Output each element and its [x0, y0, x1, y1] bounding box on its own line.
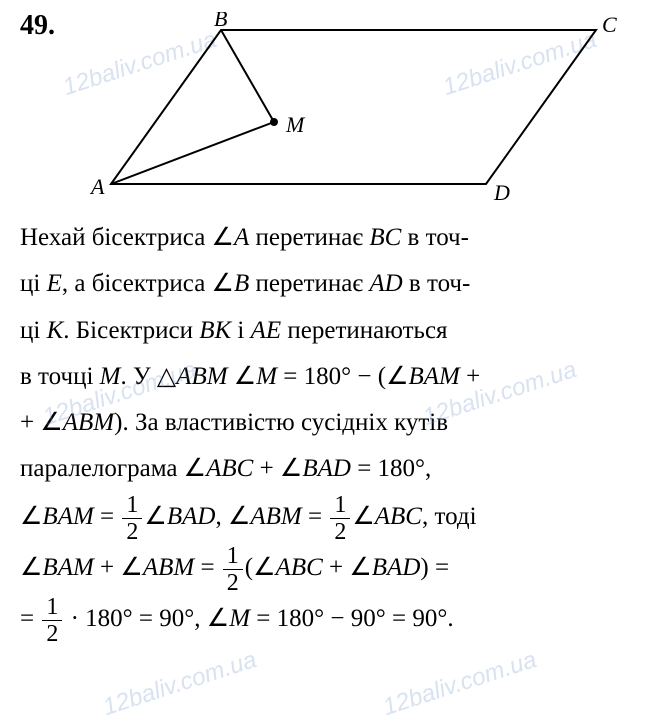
text: ∠: [352, 503, 374, 530]
svg-text:C: C: [602, 12, 617, 37]
math-var: BAM: [42, 503, 93, 530]
solution-text: Нехай бісектриса ∠A перетинає BC в точ- …: [20, 215, 647, 646]
text: =: [302, 503, 329, 530]
text: перетинає: [249, 224, 369, 251]
math-var: ABM: [143, 554, 194, 581]
text: ∠: [228, 363, 257, 390]
text: =: [194, 554, 221, 581]
text: перетинає: [249, 270, 369, 297]
svg-text:A: A: [89, 174, 105, 199]
text: = 180°,: [351, 455, 431, 482]
math-var: K: [47, 317, 64, 344]
text: + ∠: [253, 455, 302, 482]
text: в точ-: [403, 270, 471, 297]
math-var: E: [47, 270, 62, 297]
math-var: AE: [251, 317, 282, 344]
text: в точ-: [401, 224, 469, 251]
text: і: [231, 317, 250, 344]
math-var: M: [229, 605, 250, 632]
svg-text:M: M: [285, 112, 306, 137]
text: , а бісектриса ∠: [62, 270, 234, 297]
math-var: BAD: [167, 503, 216, 530]
text: перетинаються: [281, 317, 447, 344]
fraction: 12: [223, 544, 243, 595]
text: , ∠: [215, 503, 250, 530]
text: паралелограма ∠: [20, 455, 206, 482]
fraction: 12: [330, 493, 350, 544]
text: = 180° − (∠: [277, 363, 408, 390]
text: , тоді: [422, 503, 477, 530]
text: =: [20, 605, 40, 632]
math-var: M: [256, 363, 277, 390]
geometry-diagram: A B C D M: [65, 12, 647, 207]
math-var: ABC: [206, 455, 253, 482]
svg-text:B: B: [214, 12, 227, 31]
fraction: 12: [122, 493, 142, 544]
text: +: [460, 363, 480, 390]
text: ∠: [144, 503, 166, 530]
text: ці: [20, 270, 47, 297]
math-var: ABC: [375, 503, 422, 530]
math-var: ABM: [176, 363, 227, 390]
math-var: AD: [369, 270, 402, 297]
math-var: BC: [369, 224, 401, 251]
math-var: BAD: [302, 455, 351, 482]
text: (∠: [245, 554, 276, 581]
math-var: ABM: [250, 503, 301, 530]
svg-text:D: D: [493, 180, 510, 205]
math-var: B: [234, 270, 249, 297]
text: . Бісектриси: [63, 317, 199, 344]
text: + ∠: [20, 409, 63, 436]
fraction: 12: [42, 595, 62, 646]
math-var: BAD: [372, 554, 421, 581]
math-var: A: [234, 224, 249, 251]
text: ). За властивістю сусідніх кутів: [114, 409, 448, 436]
math-var: BAM: [408, 363, 459, 390]
problem-number: 49.: [20, 12, 55, 40]
math-var: M: [100, 363, 121, 390]
text: Нехай бісектриса ∠: [20, 224, 234, 251]
text: в точці: [20, 363, 100, 390]
text: ) =: [420, 554, 449, 581]
watermark: 12baliv.com.ua: [100, 646, 260, 722]
math-var: ABC: [276, 554, 323, 581]
math-var: BAM: [42, 554, 93, 581]
text: ∠: [20, 554, 42, 581]
text: ці: [20, 317, 47, 344]
text: + ∠: [94, 554, 143, 581]
watermark: 12baliv.com.ua: [380, 646, 540, 722]
math-var: BK: [199, 317, 231, 344]
text: + ∠: [323, 554, 372, 581]
math-var: ABM: [63, 409, 114, 436]
text: · 180° = 90°, ∠: [64, 605, 229, 632]
text: =: [94, 503, 121, 530]
text: = 180° − 90° = 90°.: [250, 605, 454, 632]
text: ∠: [20, 503, 42, 530]
text: . У △: [120, 363, 176, 390]
